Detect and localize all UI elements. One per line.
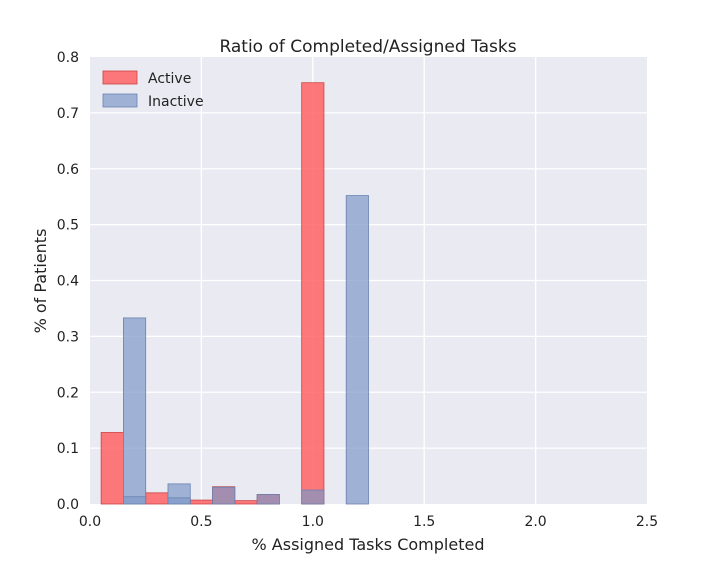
y-tick-label: 0.7 <box>57 106 79 122</box>
bar-inactive-5 <box>256 494 280 505</box>
y-tick-label: 0.0 <box>57 497 79 513</box>
legend-label-active: Active <box>148 71 191 87</box>
legend-swatch-active <box>102 70 138 85</box>
x-tick-label: 1.5 <box>413 514 435 530</box>
bar-inactive-6 <box>301 489 325 505</box>
y-axis-label: % of Patients <box>31 229 50 334</box>
y-tick-label: 0.3 <box>57 329 79 345</box>
bar-active-2 <box>189 499 213 505</box>
y-tick-label: 0.1 <box>57 441 79 457</box>
y-tick-label: 0.6 <box>57 162 79 178</box>
y-tick-labels: 0.0 0.1 0.2 0.3 0.4 0.5 0.6 0.7 0.8 <box>57 50 79 513</box>
chart-title: Ratio of Completed/Assigned Tasks <box>219 37 516 57</box>
y-tick-label: 0.4 <box>57 274 79 290</box>
y-tick-label: 0.2 <box>57 385 79 401</box>
x-tick-label: 0.5 <box>190 514 212 530</box>
bars <box>100 82 369 505</box>
bar-inactive-1 <box>123 496 147 505</box>
bar-active-6 <box>301 82 325 505</box>
x-tick-label: 2.5 <box>636 514 658 530</box>
x-tick-label: 0.0 <box>79 514 101 530</box>
bar-active-4 <box>234 500 258 505</box>
legend-swatch-inactive <box>102 93 138 108</box>
bar-active-1 <box>145 492 169 505</box>
bar-inactive-3 <box>167 497 191 505</box>
y-tick-label: 0.8 <box>57 50 79 66</box>
legend: Active Inactive <box>102 70 204 110</box>
bar-inactive-4 <box>212 486 236 505</box>
x-axis-label: % Assigned Tasks Completed <box>252 535 485 554</box>
y-tick-label: 0.5 <box>57 218 79 234</box>
x-tick-label: 1.0 <box>302 514 324 530</box>
legend-label-inactive: Inactive <box>148 94 204 110</box>
bar-inactive-7 <box>345 195 369 505</box>
bar-inactive-0 <box>123 317 147 505</box>
x-tick-labels: 0.0 0.5 1.0 1.5 2.0 2.5 <box>79 514 658 530</box>
bar-active-0 <box>100 432 124 505</box>
x-tick-label: 2.0 <box>524 514 546 530</box>
